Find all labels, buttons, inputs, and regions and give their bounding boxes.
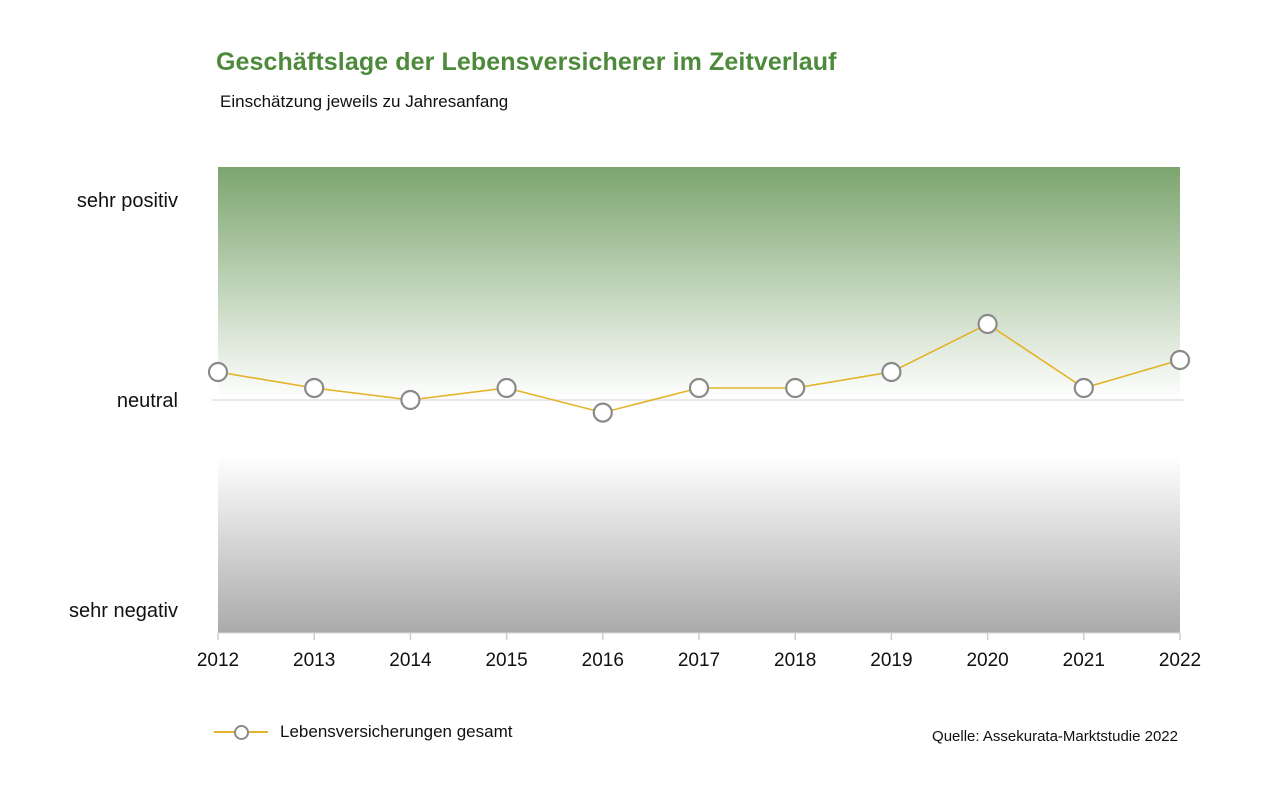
source-note: Quelle: Assekurata-Marktstudie 2022	[932, 728, 1178, 745]
y-tick-label: sehr negativ	[69, 600, 178, 622]
chart-subtitle: Einschätzung jeweils zu Jahresanfang	[220, 92, 509, 111]
data-point-2013	[304, 377, 325, 399]
data-point-2021	[1073, 377, 1094, 399]
data-point-2018	[785, 377, 806, 399]
x-tick-label: 2022	[1159, 650, 1201, 671]
x-tick-label: 2019	[870, 650, 912, 671]
y-tick-label: neutral	[117, 390, 178, 412]
legend-label: Lebensversicherungen gesamt	[280, 722, 513, 741]
data-point-2017	[688, 377, 710, 399]
data-point-2016	[592, 402, 613, 423]
x-tick-label: 2021	[1063, 650, 1105, 671]
legend: Lebensversicherungen gesamt	[214, 720, 512, 744]
data-point-2022	[1169, 349, 1191, 371]
data-point-2019	[881, 361, 902, 383]
x-tick-label: 2015	[485, 650, 527, 671]
chart-title: Geschäftslage der Lebensversicherer im Z…	[216, 48, 837, 76]
legend-marker-icon	[214, 720, 268, 744]
x-tick-label: 2016	[582, 650, 624, 671]
x-tick-label: 2018	[774, 650, 816, 671]
data-point-2015	[496, 377, 517, 399]
negative-band	[218, 456, 1180, 633]
data-point-2020	[977, 313, 998, 335]
y-tick-label: sehr positiv	[77, 190, 178, 212]
x-tick-label: 2013	[293, 650, 335, 671]
positive-band	[218, 167, 1180, 400]
x-tick-label: 2012	[197, 650, 239, 671]
data-point-2014	[400, 389, 421, 411]
x-tick-label: 2014	[389, 650, 432, 671]
x-tick-label: 2017	[678, 650, 720, 671]
x-tick-label: 2020	[966, 650, 1008, 671]
data-point-2012	[207, 361, 229, 383]
